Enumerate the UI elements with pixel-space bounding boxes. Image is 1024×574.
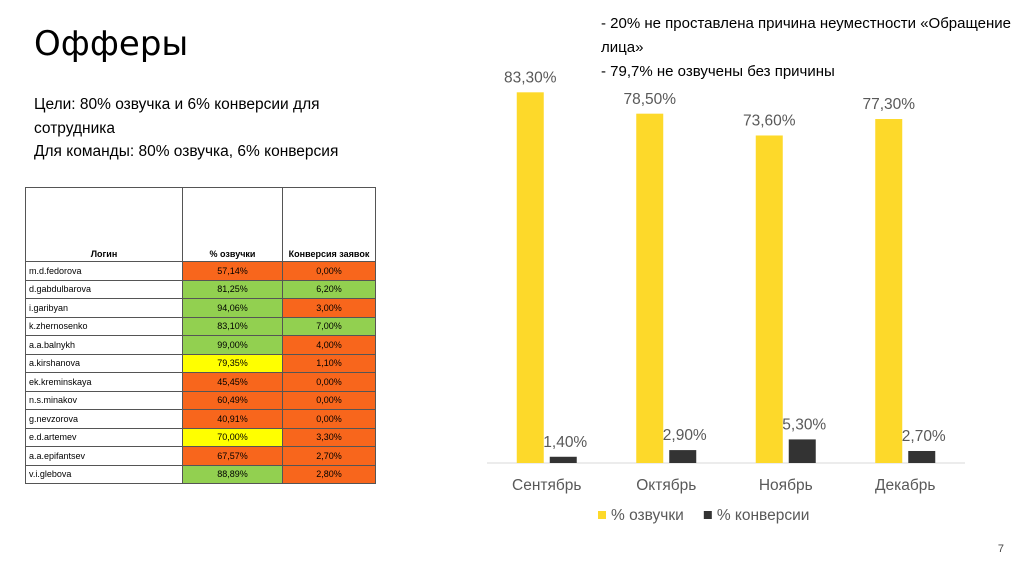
header-row: Логин% озвучки Конверсия заявок: [25, 187, 376, 262]
value-cell: 0,00%: [282, 390, 376, 410]
data-label: 77,30%: [862, 96, 915, 113]
table-row: k.zhernosenko 83,10% 7,00%: [25, 316, 376, 336]
value-cell: 0,00%: [282, 372, 376, 392]
value-cell: 40,91%: [182, 409, 283, 429]
legend-swatch: [703, 511, 712, 519]
value-cell: 88,89%: [182, 464, 283, 484]
legend-swatch: [598, 511, 606, 519]
table-row: n.s.minakov 60,49% 0,00%: [25, 390, 376, 410]
note: - 20% не проставлена причина неуместност…: [601, 15, 1012, 56]
goals: Цели: 80% озвучка и 6% конверсии для сот…: [34, 93, 364, 164]
bar: [549, 456, 577, 463]
bar: [755, 135, 783, 464]
value-cell: 57,14%: [182, 261, 283, 281]
table-row: v.i.glebova 88,89% 2,80%: [25, 464, 376, 484]
bar: [669, 450, 697, 463]
bar: [908, 450, 936, 463]
x-tick-label: Декабрь: [875, 477, 935, 494]
table-row: d.gabdulbarova 81,25% 6,20%: [25, 279, 376, 299]
value-cell: 3,30%: [282, 427, 376, 447]
value-cell: 79,35%: [182, 353, 283, 373]
data-label: 5,30%: [782, 417, 826, 434]
notes: - 20% не проставлена причина неуместност…: [601, 12, 1024, 84]
data-label: 83,30%: [504, 69, 557, 86]
x-tick-label: Сентябрь: [512, 477, 581, 494]
table-row: i.garibyan 94,06% 3,00%: [25, 298, 376, 318]
value-cell: 4,00%: [282, 335, 376, 355]
table-row: a.kirshanova 79,35% 1,10%: [25, 353, 376, 373]
page-number: 7: [997, 543, 1004, 555]
legend-label: % конверсии: [717, 507, 810, 524]
value-cell: 99,00%: [182, 335, 283, 355]
bar: [516, 92, 544, 463]
note: - 79,7% не озвучены без причины: [601, 63, 835, 80]
data-label: 73,60%: [743, 113, 796, 130]
x-tick-label: Ноябрь: [759, 477, 813, 494]
table-row: ek.kreminskaya 45,45% 0,00%: [25, 372, 376, 392]
value-cell: 2,80%: [282, 464, 376, 484]
data-label: 78,50%: [623, 91, 676, 108]
data-label: 2,70%: [902, 428, 946, 445]
goal-line: Цели: 80% озвучка и 6% конверсии для сот…: [34, 96, 320, 137]
value-cell: 6,20%: [282, 279, 376, 299]
value-cell: 3,00%: [282, 298, 376, 318]
table-row: a.a.balnykh 99,00% 4,00%: [25, 335, 376, 355]
slide-title: Офферы: [34, 24, 189, 64]
x-tick-label: Октябрь: [636, 477, 696, 494]
value-cell: 0,00%: [282, 409, 376, 429]
bar: [788, 439, 816, 463]
table-row: a.a.epifantsev 67,57% 2,70%: [25, 446, 376, 466]
legend-label: % озвучки: [611, 507, 684, 524]
value-cell: 67,57%: [182, 446, 283, 466]
bar: [636, 113, 664, 464]
data-label: 1,40%: [543, 434, 587, 451]
value-cell: 45,45%: [182, 372, 283, 392]
value-cell: 60,49%: [182, 390, 283, 410]
data-label: 2,90%: [663, 427, 707, 444]
table-row: g.nevzorova 40,91% 0,00%: [25, 409, 376, 429]
goal-line: Для команды: 80% озвучка, 6% конверсия: [34, 143, 339, 160]
bar: [875, 119, 903, 463]
table: Логин% озвучки Конверсия заявок m.d.fedoro…: [25, 187, 376, 484]
value-cell: 81,25%: [182, 279, 283, 299]
value-cell: 2,70%: [282, 446, 376, 466]
value-cell: 83,10%: [182, 316, 283, 336]
column-header: Конверсия заявок: [282, 187, 376, 262]
